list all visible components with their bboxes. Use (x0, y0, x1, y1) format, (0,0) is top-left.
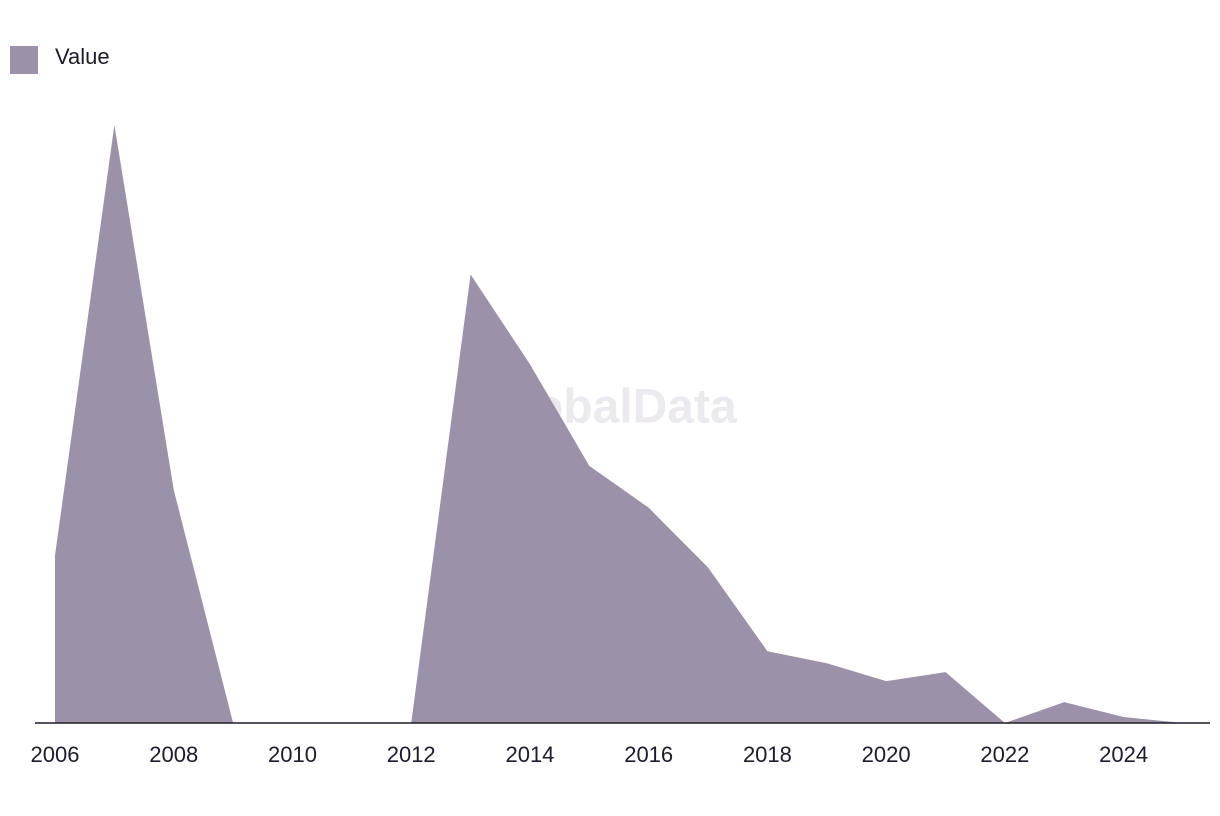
x-tick-label: 2012 (387, 742, 436, 767)
x-tick-label: 2008 (149, 742, 198, 767)
legend-swatch (10, 46, 38, 74)
x-tick-label: 2016 (624, 742, 673, 767)
x-tick-label: 2022 (980, 742, 1029, 767)
x-tick-label: 2010 (268, 742, 317, 767)
x-tick-label: 2006 (31, 742, 80, 767)
area (55, 125, 1183, 723)
legend-label: Value (55, 44, 110, 69)
x-tick-label: 2014 (505, 742, 554, 767)
x-tick-label: 2024 (1099, 742, 1148, 767)
x-tick-label: 2020 (862, 742, 911, 767)
x-tick-label: 2018 (743, 742, 792, 767)
